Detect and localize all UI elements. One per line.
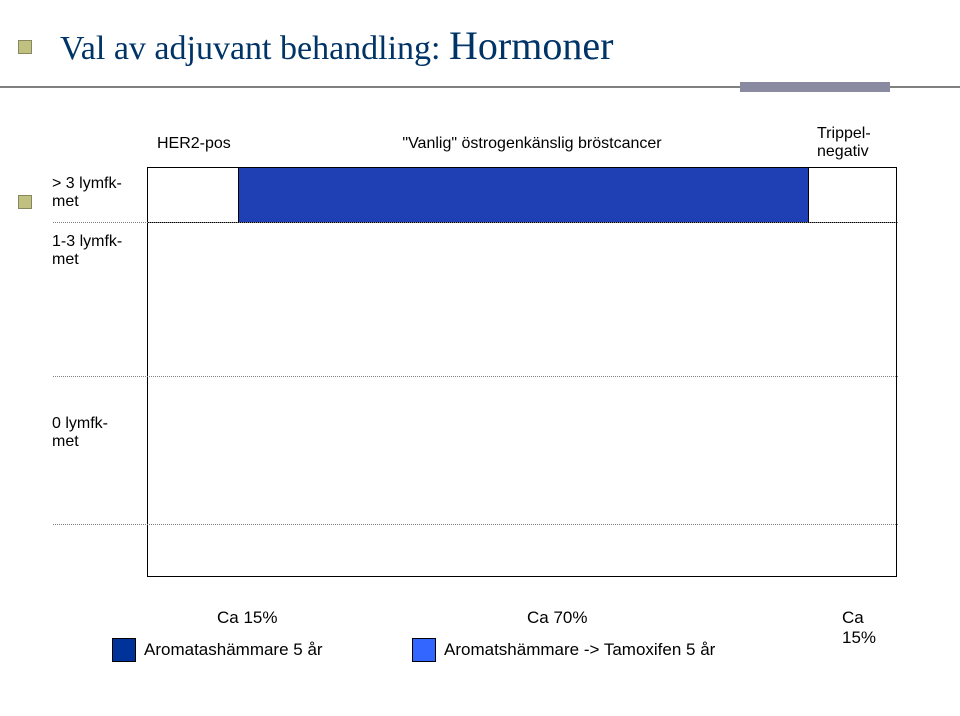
title-main: Hormoner	[449, 23, 613, 68]
legend-item: Aromatshämmare -> Tamoxifen 5 år	[412, 638, 715, 662]
legend-swatch	[112, 638, 136, 662]
dotted-sep	[53, 376, 898, 377]
grid-vline	[238, 168, 239, 222]
col-label-her2: HER2-pos	[157, 135, 267, 153]
col-label-trippel: Trippel- negativ	[817, 125, 907, 161]
row1-fill	[238, 168, 808, 222]
col-label-vanlig: "Vanlig" östrogenkänslig bröstcancer	[332, 135, 732, 153]
row-label-gt3: > 3 lymfk- met	[52, 175, 147, 212]
divider-block	[740, 82, 890, 92]
pct-label: Ca 15%	[217, 608, 277, 628]
pct-label: Ca 70%	[527, 608, 587, 628]
page-title: Val av adjuvant behandling: Hormoner	[60, 22, 613, 69]
bullet-square	[18, 40, 32, 54]
title-prefix: Val av adjuvant behandling:	[60, 30, 449, 67]
dotted-sep	[53, 222, 898, 223]
bullet-square	[18, 195, 32, 209]
column-labels: HER2-pos "Vanlig" östrogenkänslig bröstc…	[52, 125, 902, 165]
chart-area: HER2-pos "Vanlig" östrogenkänslig bröstc…	[52, 125, 902, 595]
legend-swatch	[412, 638, 436, 662]
grid-vline	[808, 168, 809, 222]
row-label-13: 1-3 lymfk- met	[52, 233, 147, 270]
legend-label: Aromatshämmare -> Tamoxifen 5 år	[444, 640, 715, 660]
title-divider	[0, 82, 960, 92]
dotted-sep	[53, 524, 898, 525]
slide: Val av adjuvant behandling: Hormoner HER…	[0, 0, 960, 716]
legend-label: Aromatashämmare 5 år	[144, 640, 323, 660]
legend-item: Aromatashämmare 5 år	[112, 638, 323, 662]
chart-grid	[147, 167, 897, 577]
pct-label: Ca 15%	[842, 608, 902, 648]
row-label-0: 0 lymfk- met	[52, 415, 147, 452]
